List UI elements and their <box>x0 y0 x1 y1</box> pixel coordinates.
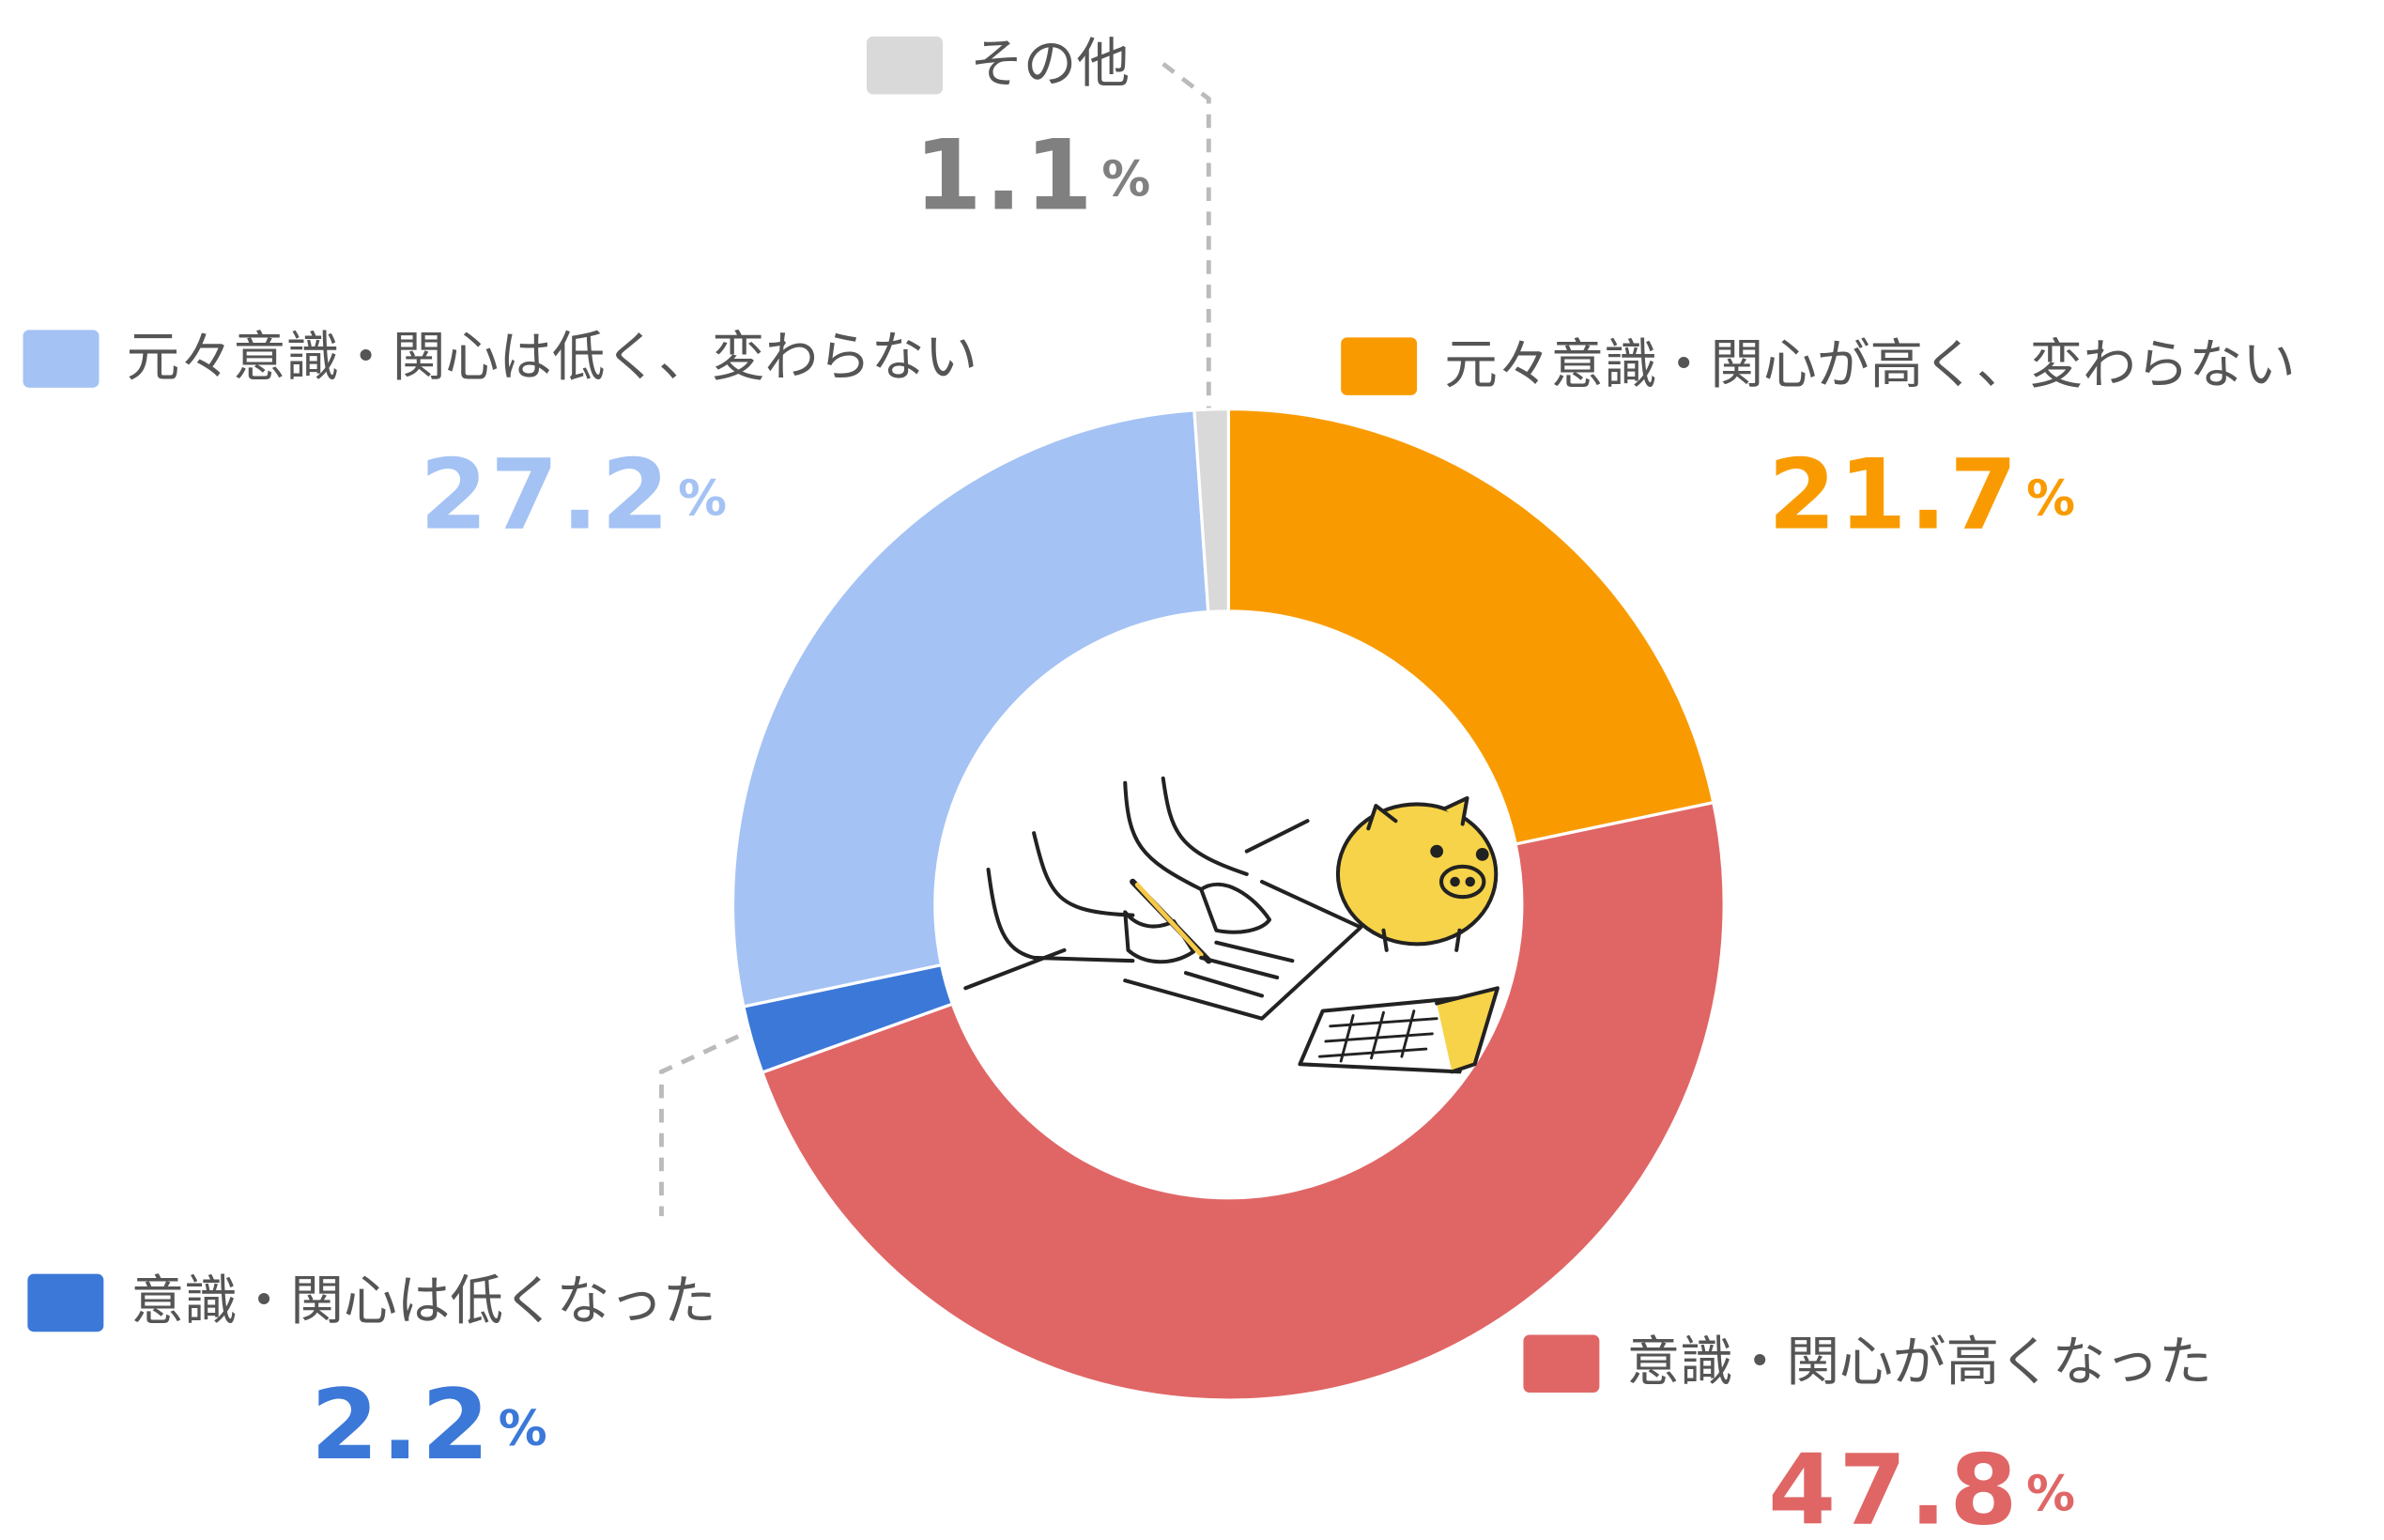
value-unit: % <box>1101 151 1153 208</box>
slice <box>731 408 1210 1009</box>
legend-swatch <box>867 36 943 95</box>
value-label-group: 21.7% <box>1768 439 2078 552</box>
leader-line <box>1161 62 1211 411</box>
slice <box>1226 407 1715 846</box>
value-unit: % <box>499 1401 550 1457</box>
value-label-group: 27.2% <box>420 439 730 552</box>
leader-lines <box>659 62 1211 1217</box>
legend: 元々意識・関心が高く、変わらない 21.7 % 意識・関心が高くなった 47.8 % 意識・… <box>23 33 2296 1540</box>
legend-label: 意識・関心は低くなった <box>131 1270 715 1332</box>
value-label-group: 1.1% <box>915 120 1154 233</box>
legend-label: 意識・関心が高くなった <box>1627 1331 2212 1393</box>
slice <box>760 800 1726 1402</box>
value-label: 2.2 <box>311 1369 492 1482</box>
value-unit: % <box>678 470 730 527</box>
value-label: 21.7 <box>1768 439 2021 552</box>
value-unit: % <box>2026 1467 2078 1523</box>
value-label: 47.8 <box>1768 1435 2021 1540</box>
value-label-group: 47.8% <box>1768 1435 2078 1540</box>
legend-label: 元々意識・関心は低く、変わらない <box>127 326 978 388</box>
legend-label: 元々意識・関心が高く、変わらない <box>1444 333 2296 395</box>
leader-line <box>659 1024 761 1217</box>
value-unit: % <box>2026 470 2078 527</box>
legend-swatch <box>1341 337 1418 395</box>
value-label: 1.1 <box>915 120 1096 233</box>
legend-swatch <box>1523 1334 1600 1393</box>
legend-label: その他 <box>970 33 1130 95</box>
legend-swatch <box>23 330 100 388</box>
legend-swatch <box>27 1273 104 1332</box>
illustration <box>963 776 1500 1074</box>
value-label: 27.2 <box>420 439 672 552</box>
value-label-group: 2.2% <box>311 1369 550 1482</box>
slice <box>1192 407 1230 614</box>
